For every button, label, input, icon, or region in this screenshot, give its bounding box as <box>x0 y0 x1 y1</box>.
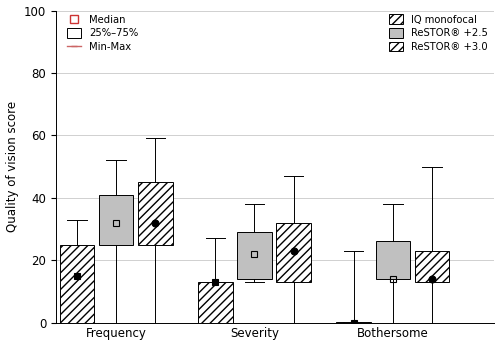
Legend: IQ monofocal, ReSTOR® +2.5, ReSTOR® +3.0: IQ monofocal, ReSTOR® +2.5, ReSTOR® +3.0 <box>386 12 490 54</box>
Bar <box>138 182 172 245</box>
Y-axis label: Quality of vision score: Quality of vision score <box>6 101 18 232</box>
Bar <box>198 282 232 322</box>
Bar <box>276 223 311 282</box>
Bar <box>99 195 134 245</box>
Bar <box>415 251 450 282</box>
Bar <box>60 245 94 322</box>
Bar <box>237 232 272 279</box>
Bar <box>376 242 410 279</box>
